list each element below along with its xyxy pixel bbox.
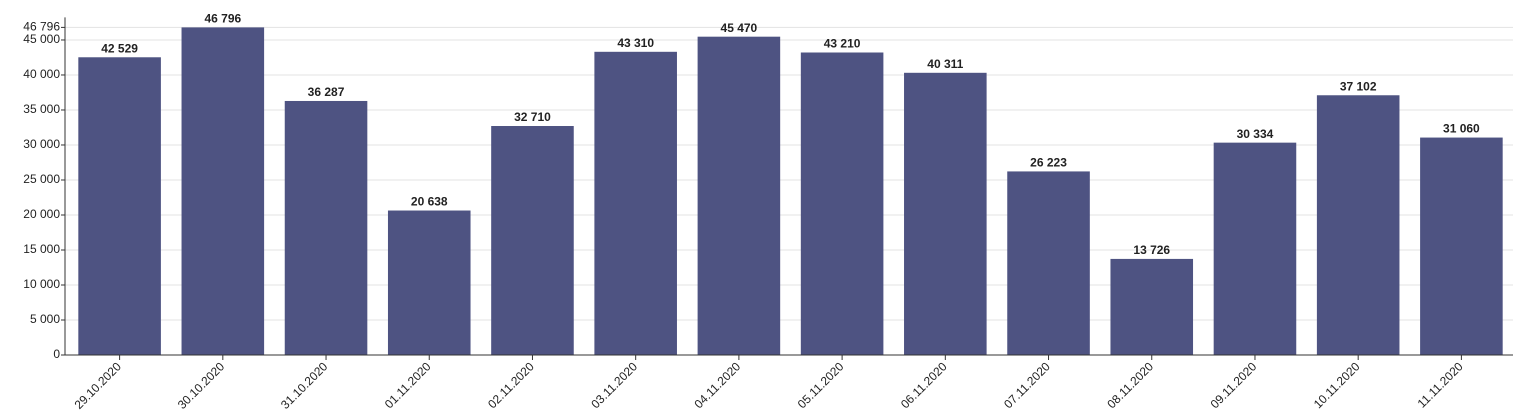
- bar: [78, 57, 161, 356]
- x-tick-label: 06.11.2020: [898, 359, 950, 411]
- x-tick-label: 04.11.2020: [692, 359, 744, 411]
- x-tick-label: 10.11.2020: [1311, 359, 1363, 411]
- x-tick-label: 11.11.2020: [1415, 359, 1466, 410]
- value-label: 37 102: [1340, 79, 1377, 93]
- y-tick-label: 46 796: [23, 20, 60, 34]
- value-label: 42 529: [101, 41, 138, 55]
- y-tick-label: 40 000: [23, 67, 60, 81]
- value-label: 46 796: [204, 12, 241, 26]
- y-tick-label: 30 000: [23, 137, 60, 151]
- x-tick-label: 31.10.2020: [278, 359, 331, 412]
- y-tick-label: 35 000: [23, 102, 60, 116]
- y-tick-label: 15 000: [23, 242, 60, 256]
- bar: [800, 52, 884, 355]
- bar: [1213, 142, 1297, 355]
- x-tick-label: 05.11.2020: [795, 359, 847, 411]
- bar: [1007, 171, 1090, 355]
- y-tick-label: 25 000: [23, 172, 60, 186]
- value-label: 13 726: [1133, 243, 1170, 257]
- x-tick-label: 29.10.2020: [72, 359, 125, 412]
- value-label: 30 334: [1237, 127, 1274, 141]
- value-label: 43 210: [824, 37, 861, 51]
- x-tick-label: 30.10.2020: [175, 359, 228, 412]
- bar: [904, 72, 987, 355]
- x-tick-label: 08.11.2020: [1104, 359, 1156, 411]
- bar: [697, 36, 781, 355]
- y-tick-label: 5 000: [30, 312, 60, 326]
- y-tick-label: 10 000: [23, 277, 60, 291]
- value-label: 43 310: [617, 36, 654, 50]
- bar: [491, 126, 574, 355]
- bar: [1420, 137, 1503, 355]
- bar: [1316, 95, 1400, 356]
- value-label: 20 638: [411, 195, 448, 209]
- y-tick-label: 0: [53, 347, 60, 361]
- bar: [284, 100, 368, 355]
- y-tick-label: 20 000: [23, 207, 60, 221]
- value-label: 32 710: [514, 110, 551, 124]
- bar: [594, 51, 677, 356]
- value-label: 40 311: [927, 57, 963, 71]
- bar: [181, 27, 265, 356]
- y-tick-label: 45 000: [23, 32, 60, 46]
- x-tick-label: 03.11.2020: [588, 359, 640, 411]
- bar: [387, 210, 471, 355]
- x-tick-label: 01.11.2020: [382, 359, 434, 411]
- x-tick-label: 02.11.2020: [485, 359, 537, 411]
- value-label: 45 470: [721, 21, 758, 35]
- value-label: 31 060: [1443, 122, 1480, 136]
- value-label: 26 223: [1030, 156, 1067, 170]
- value-label: 36 287: [308, 85, 345, 99]
- x-tick-label: 07.11.2020: [1001, 359, 1053, 411]
- bar: [1110, 258, 1194, 355]
- x-tick-label: 09.11.2020: [1208, 359, 1260, 411]
